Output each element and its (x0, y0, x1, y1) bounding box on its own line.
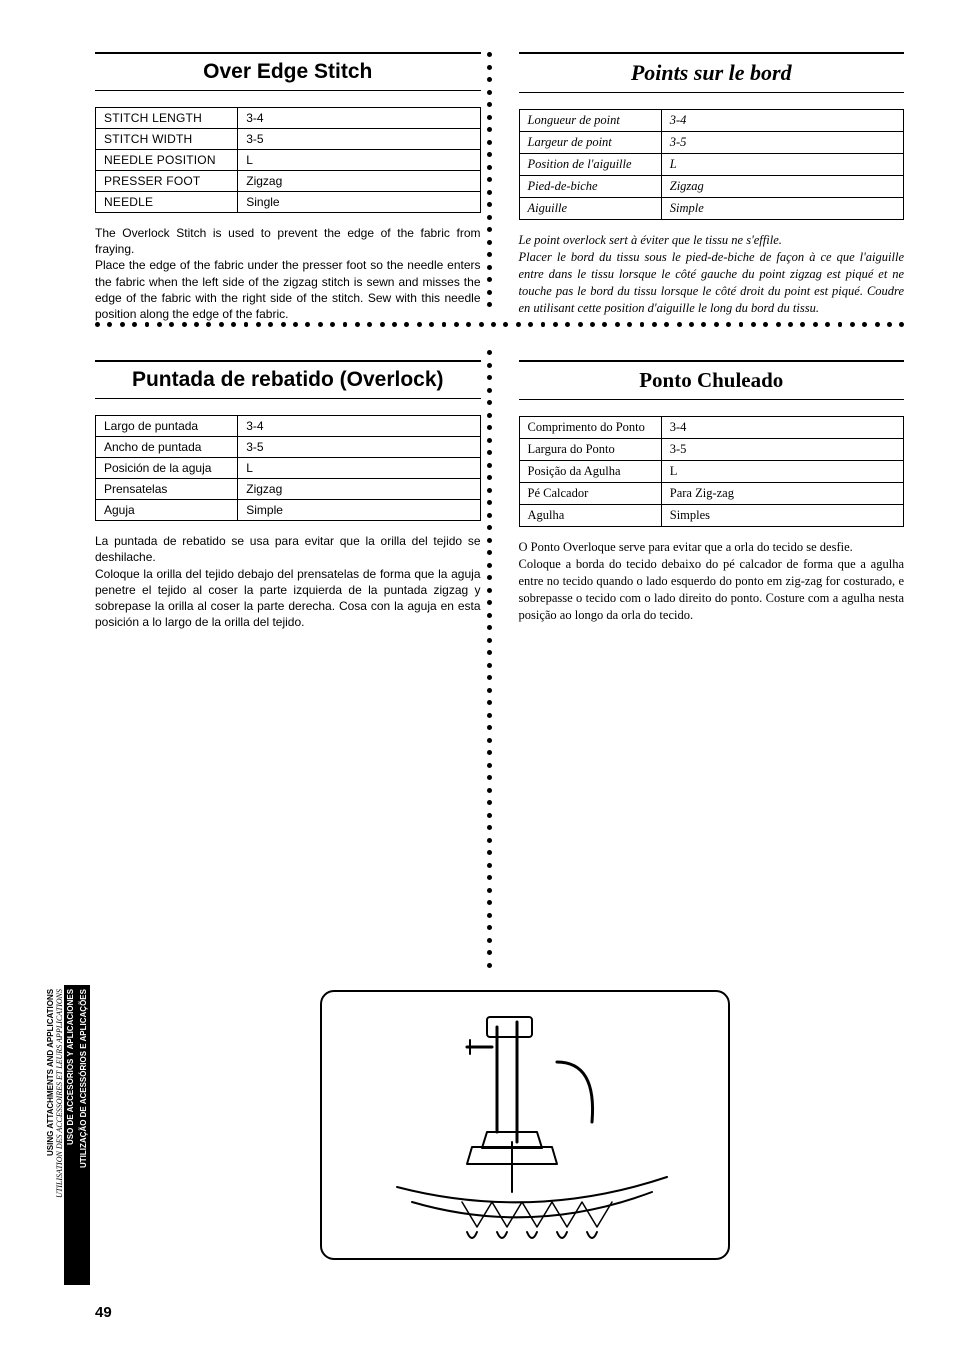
chapter-tab-full: USING ATTACHMENTS AND APPLICATIONS UTILI… (46, 985, 90, 1285)
table-row: Comprimento do Ponto3-4 (519, 417, 904, 439)
title-bar: Ponto Chuleado (519, 360, 905, 400)
table-row: Longueur de point3-4 (519, 110, 904, 132)
spec-table-fr: Longueur de point3-4 Largeur de point3-5… (519, 109, 905, 220)
spec-table-en: STITCH LENGTH3-4 STITCH WIDTH3-5 NEEDLE … (95, 107, 481, 213)
section-title: Puntada de rebatido (Overlock) (95, 368, 481, 392)
section-title: Points sur le bord (519, 60, 905, 86)
table-row: NEEDLE POSITIONL (96, 150, 481, 171)
table-row: PrensatelasZigzag (96, 479, 481, 500)
body-text: O Ponto Overloque serve para evitar que … (519, 539, 905, 623)
title-bar: Over Edge Stitch (95, 52, 481, 91)
table-row: AiguilleSimple (519, 198, 904, 220)
body-text: Le point overlock sert à éviter que le t… (519, 232, 905, 316)
tab-es: USO DE ACCESORIOS Y APLICACIONES (66, 989, 75, 1145)
table-row: AgulhaSimples (519, 505, 904, 527)
table-row: Ancho de puntada3-5 (96, 437, 481, 458)
page-number: 49 (95, 1304, 112, 1321)
spec-table-pt: Comprimento do Ponto3-4 Largura do Ponto… (519, 416, 905, 527)
section-title: Over Edge Stitch (95, 60, 481, 84)
table-row: AgujaSimple (96, 500, 481, 521)
table-row: Posição da AgulhaL (519, 461, 904, 483)
table-row: Pé CalcadorPara Zig-zag (519, 483, 904, 505)
table-row: Pied-de-bicheZigzag (519, 176, 904, 198)
body-text: The Overlock Stitch is used to prevent t… (95, 225, 481, 322)
section-spanish: Puntada de rebatido (Overlock) Largo de … (95, 348, 481, 630)
body-text: La puntada de rebatido se usa para evita… (95, 533, 481, 630)
section-french: Points sur le bord Longueur de point3-4 … (519, 40, 905, 322)
vertical-divider-top (486, 52, 492, 312)
tab-pt: UTILIZAÇÃO DE ACESSÓRIOS E APLICAÇÕES (79, 989, 88, 1168)
table-row: Largeur de point3-5 (519, 132, 904, 154)
table-row: Largura do Ponto3-5 (519, 439, 904, 461)
spec-table-es: Largo de puntada3-4 Ancho de puntada3-5 … (95, 415, 481, 521)
horizontal-divider (95, 322, 904, 328)
table-row: STITCH WIDTH3-5 (96, 129, 481, 150)
tab-en: USING ATTACHMENTS AND APPLICATIONS (46, 989, 55, 1156)
vertical-divider-bottom (486, 350, 492, 980)
table-row: Posición de la agujaL (96, 458, 481, 479)
section-title: Ponto Chuleado (519, 368, 905, 393)
title-bar: Puntada de rebatido (Overlock) (95, 360, 481, 399)
sewing-illustration (320, 990, 730, 1260)
table-row: Position de l'aiguilleL (519, 154, 904, 176)
section-portuguese: Ponto Chuleado Comprimento do Ponto3-4 L… (519, 348, 905, 630)
table-row: Largo de puntada3-4 (96, 416, 481, 437)
page-layout: Over Edge Stitch STITCH LENGTH3-4 STITCH… (95, 40, 904, 630)
table-row: STITCH LENGTH3-4 (96, 108, 481, 129)
table-row: PRESSER FOOTZigzag (96, 171, 481, 192)
table-row: NEEDLESingle (96, 192, 481, 213)
section-english: Over Edge Stitch STITCH LENGTH3-4 STITCH… (95, 40, 481, 322)
title-bar: Points sur le bord (519, 52, 905, 93)
tab-fr: UTILISATION DES ACCESSOIRES ET LEURS APP… (55, 989, 64, 1198)
